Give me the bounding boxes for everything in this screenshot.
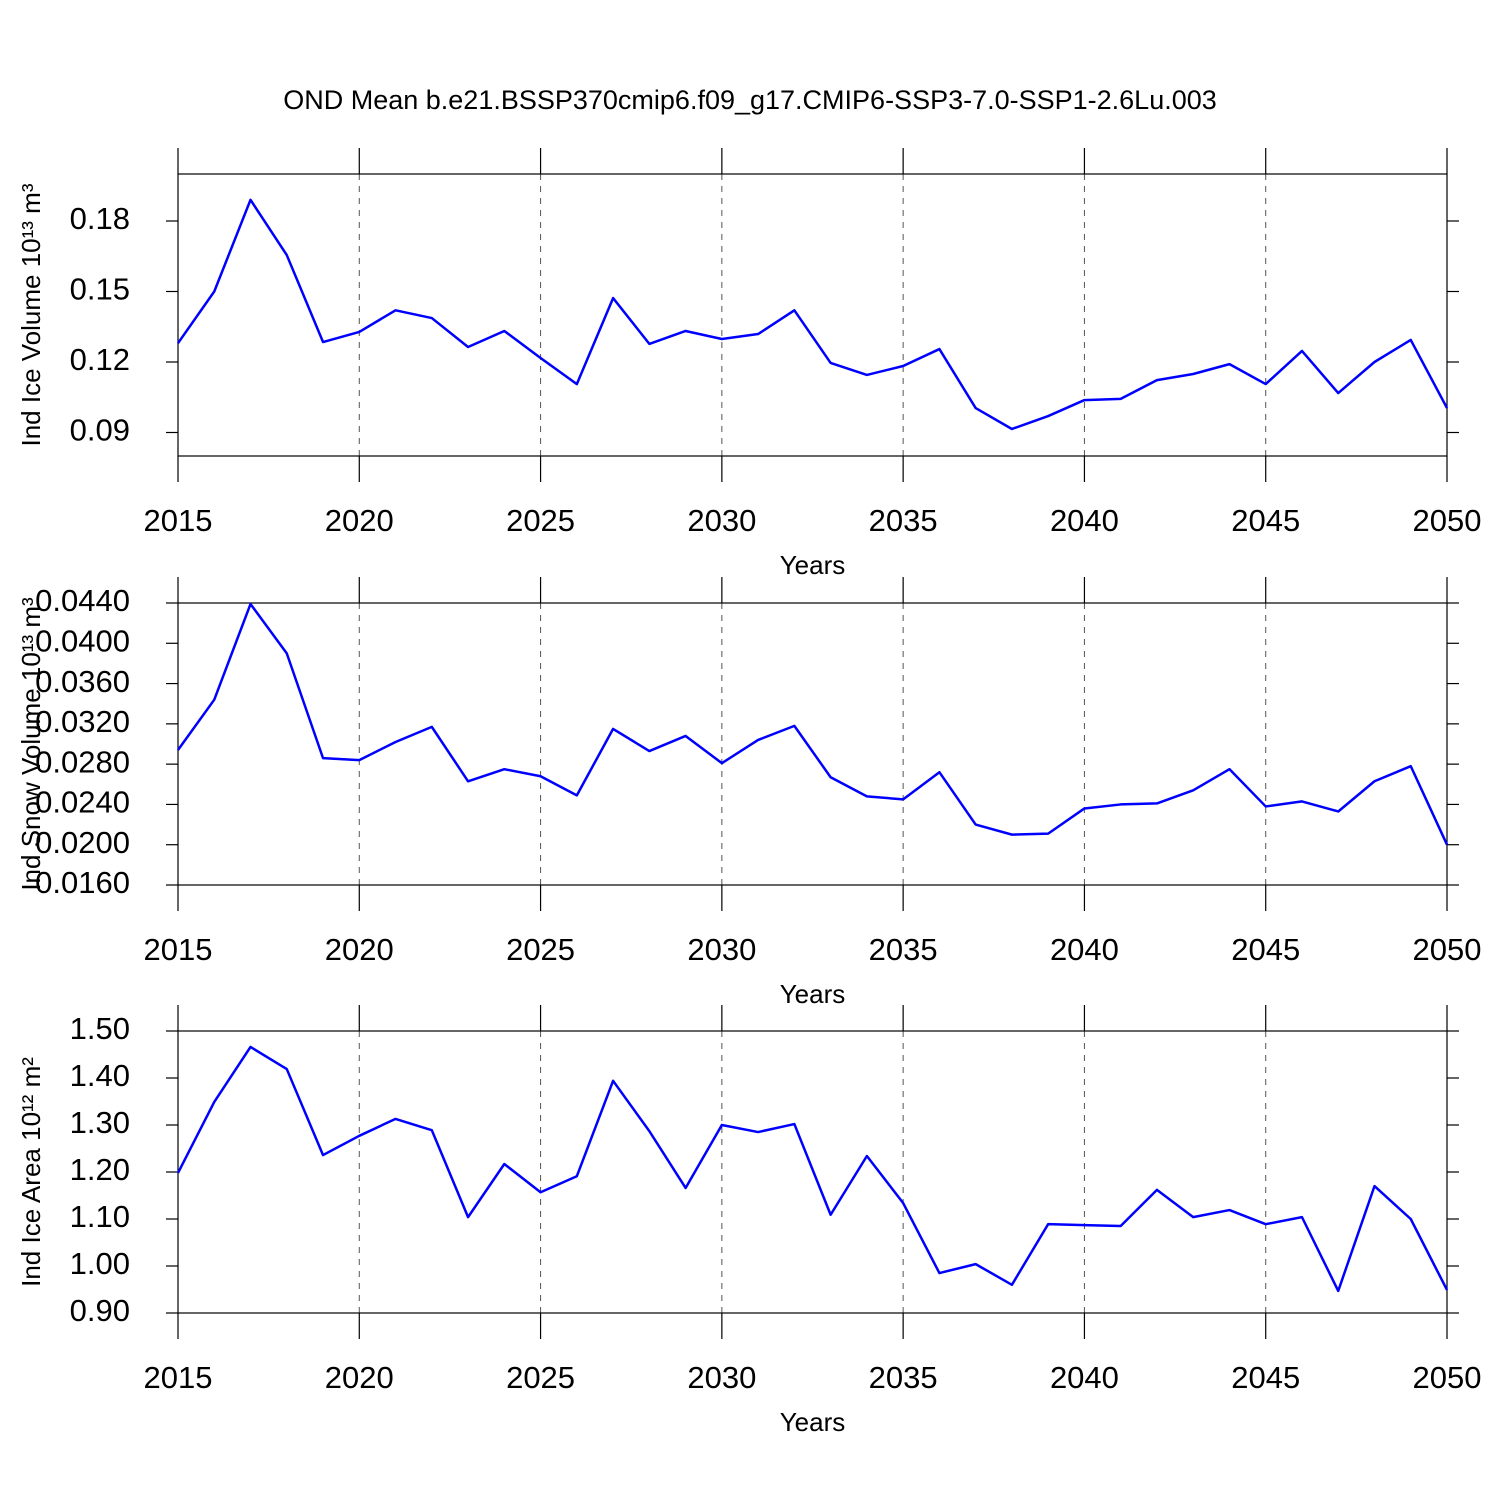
- x-tick-label: 2045: [1231, 932, 1300, 967]
- y-tick-label: 1.30: [70, 1105, 130, 1140]
- y-tick-label: 0.09: [70, 413, 130, 448]
- y-tick-label: 0.0240: [35, 785, 130, 820]
- y-tick-label: 0.90: [70, 1293, 130, 1328]
- y-tick-label: 0.0200: [35, 825, 130, 860]
- y-tick-label: 0.0160: [35, 865, 130, 900]
- y-tick-label: 0.18: [70, 201, 130, 236]
- x-tick-label: 2045: [1231, 503, 1300, 538]
- x-tick-label: 2020: [325, 503, 394, 538]
- y-axis-label: Ind Ice Area 10¹² m²: [16, 1057, 46, 1287]
- x-axis-label: Years: [780, 979, 846, 1009]
- y-tick-label: 0.0280: [35, 744, 130, 779]
- x-tick-label: 2015: [144, 1360, 213, 1395]
- x-tick-label: 2050: [1413, 1360, 1482, 1395]
- plot-frame: [177, 173, 1448, 457]
- y-tick-label: 0.0440: [35, 583, 130, 618]
- y-tick-label: 1.50: [70, 1011, 130, 1046]
- y-tick-label: 0.0400: [35, 623, 130, 658]
- chart-title: OND Mean b.e21.BSSP370cmip6.f09_g17.CMIP…: [283, 85, 1217, 115]
- x-tick-label: 2020: [325, 1360, 394, 1395]
- y-tick-label: 1.20: [70, 1152, 130, 1187]
- x-tick-label: 2040: [1050, 932, 1119, 967]
- y-tick-label: 0.0360: [35, 664, 130, 699]
- y-tick-label: 0.15: [70, 272, 130, 307]
- x-tick-label: 2035: [869, 503, 938, 538]
- x-tick-label: 2025: [506, 1360, 575, 1395]
- x-tick-label: 2030: [687, 932, 756, 967]
- y-tick-label: 0.12: [70, 342, 130, 377]
- x-tick-label: 2030: [687, 503, 756, 538]
- y-tick-label: 1.00: [70, 1246, 130, 1281]
- x-tick-label: 2025: [506, 503, 575, 538]
- y-tick-label: 0.0320: [35, 704, 130, 739]
- x-tick-label: 2015: [144, 503, 213, 538]
- plot-frame: [177, 602, 1448, 886]
- y-tick-label: 1.40: [70, 1058, 130, 1093]
- x-tick-label: 2015: [144, 932, 213, 967]
- x-tick-label: 2050: [1413, 503, 1482, 538]
- x-tick-label: 2025: [506, 932, 575, 967]
- x-axis-label: Years: [780, 1407, 846, 1437]
- x-tick-label: 2035: [869, 932, 938, 967]
- x-tick-label: 2050: [1413, 932, 1482, 967]
- x-axis-label: Years: [780, 550, 846, 580]
- x-tick-label: 2035: [869, 1360, 938, 1395]
- x-tick-label: 2020: [325, 932, 394, 967]
- y-axis-label: Ind Snow Volume 10¹³ m³: [16, 597, 46, 891]
- data-line: [176, 198, 1449, 431]
- x-tick-label: 2045: [1231, 1360, 1300, 1395]
- x-tick-label: 2040: [1050, 503, 1119, 538]
- y-axis-label: Ind Ice Volume 10¹³ m³: [16, 183, 46, 446]
- y-tick-label: 1.10: [70, 1199, 130, 1234]
- x-tick-label: 2040: [1050, 1360, 1119, 1395]
- data-line: [176, 1045, 1449, 1293]
- data-line: [176, 602, 1449, 846]
- x-tick-label: 2030: [687, 1360, 756, 1395]
